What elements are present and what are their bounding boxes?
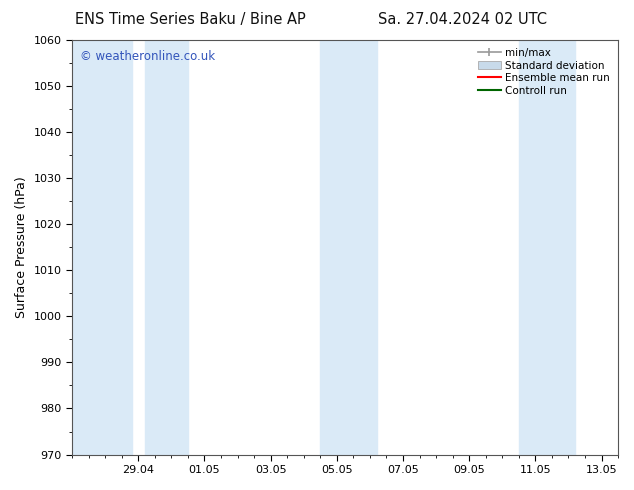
Bar — [72, 40, 132, 455]
Text: ENS Time Series Baku / Bine AP: ENS Time Series Baku / Bine AP — [75, 12, 306, 27]
Text: Sa. 27.04.2024 02 UTC: Sa. 27.04.2024 02 UTC — [378, 12, 547, 27]
Y-axis label: Surface Pressure (hPa): Surface Pressure (hPa) — [15, 176, 28, 318]
Text: © weatheronline.co.uk: © weatheronline.co.uk — [81, 50, 216, 63]
Bar — [145, 40, 188, 455]
Bar — [519, 40, 575, 455]
Legend: min/max, Standard deviation, Ensemble mean run, Controll run: min/max, Standard deviation, Ensemble me… — [475, 45, 613, 99]
Bar — [320, 40, 377, 455]
